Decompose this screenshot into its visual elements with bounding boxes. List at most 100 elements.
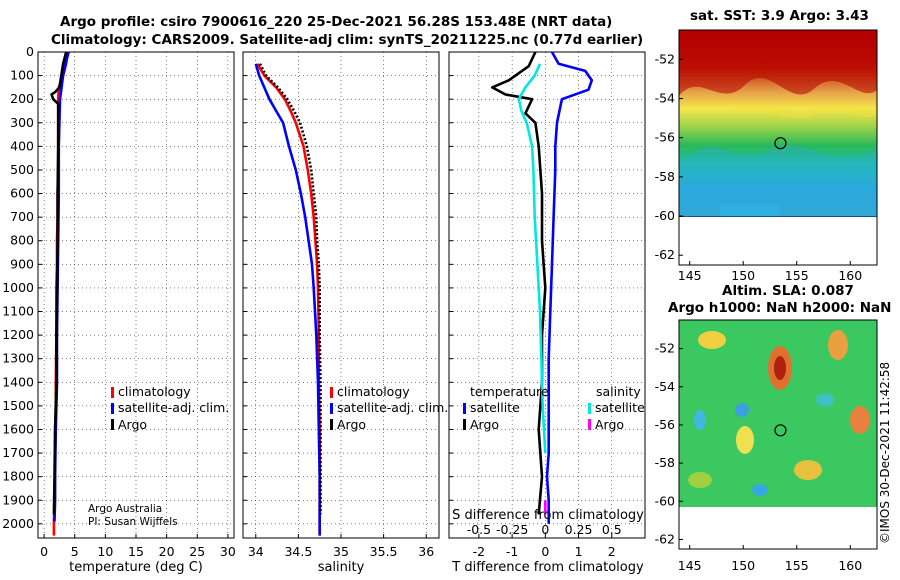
sla-eddy-low (735, 403, 749, 417)
argo-location-marker (774, 424, 787, 437)
x-tick-label: 20 (159, 544, 175, 559)
sst-warm-tongue (679, 30, 877, 96)
difference-xlabel: T difference from climatology (451, 560, 644, 575)
map-y-tick-label: -54 (655, 379, 675, 394)
main-title-line1: Argo profile: csiro 7900616_220 25-Dec-2… (60, 14, 613, 30)
depth-tick-label: 1800 (2, 469, 34, 484)
map-y-tick-label: -62 (655, 531, 675, 546)
sla-feature (698, 331, 726, 349)
salinity-series: 34 34.5 35 35.5 36 (243, 51, 439, 559)
top-x-tick-label: -0.5 (467, 522, 491, 537)
map-x-tick-label: 160 (838, 558, 862, 573)
temperature-legend: climatology satellite-adj. clim. Argo (111, 384, 229, 432)
depth-tick-label: 400 (10, 138, 34, 153)
legend-swatch-satellite (111, 403, 114, 414)
map-x-tick-label: 150 (731, 558, 755, 573)
top-x-tick-label: 0.5 (602, 522, 622, 537)
depth-tick-label: 0 (26, 44, 34, 59)
map-y-tick-label: -54 (655, 91, 675, 106)
temperature-series: 0 5 10 15 20 25 30 (38, 51, 236, 559)
sla-feature (850, 406, 870, 434)
x-tick-label: 0 (541, 544, 549, 559)
legend-argo: Argo (337, 417, 366, 432)
sla-axes-box (678, 319, 878, 550)
legend-temperature-title: temperature (470, 384, 549, 399)
x-tick-label: -2 (473, 544, 485, 559)
x-tick-label: 10 (97, 544, 113, 559)
salinity-legend: climatology satellite-adj. clim. Argo (330, 384, 448, 432)
map-x-tick-label: 145 (678, 268, 702, 283)
map-y-tick-label: -60 (655, 493, 675, 508)
depth-tick-label: 800 (10, 233, 34, 248)
series-line-argo (258, 63, 322, 515)
legend-satellite: satellite-adj. clim. (118, 400, 229, 415)
depth-tick-label: 1300 (2, 351, 34, 366)
argo-location-marker (774, 137, 787, 150)
sla-map-nodata (679, 507, 877, 549)
sla-eddy-core (774, 356, 786, 380)
credit-line2: PI: Susan Wijffels (88, 516, 178, 528)
map-y-tick-label: -56 (655, 130, 675, 145)
depth-axis-labels: 0 100 200 300 400 500 600 700 800 900 1000 1100 1200… (2, 44, 34, 531)
legend-climatology: climatology (337, 384, 410, 399)
x-tick-label: -1 (506, 544, 518, 559)
x-tick-label: 35 (333, 544, 349, 559)
top-x-tick-label: 0.25 (565, 522, 593, 537)
sla-eddy-low (816, 393, 834, 407)
legend-salinity-title: salinity (596, 384, 641, 399)
map-y-tick-label: -58 (655, 455, 675, 470)
legend-temp-argo: Argo (470, 417, 499, 432)
map-x-tick-label: 150 (731, 268, 755, 283)
map-y-tick-label: -58 (655, 169, 675, 184)
legend-sal-satellite: satellite (595, 400, 645, 415)
depth-tick-label: 700 (10, 209, 34, 224)
depth-tick-label: 1900 (2, 492, 34, 507)
difference-series: -2 -1 0 1 2 -0.5 -0.25 0 0.25 0.5 (449, 51, 645, 559)
sla-map-ticks: 145 150 155 160 -52 -54 -56 -58 -60 -62 (655, 341, 863, 573)
depth-tick-label: 900 (10, 256, 34, 271)
series-line-argo (50, 51, 68, 515)
depth-tick-label: 1700 (2, 445, 34, 460)
legend-swatch-argo (111, 419, 114, 430)
sla-feature (794, 460, 822, 480)
map-x-tick-label: 155 (785, 558, 809, 573)
x-tick-label: 15 (128, 544, 144, 559)
legend-swatch-climatology (111, 387, 114, 398)
legend-temp-satellite: satellite (470, 400, 520, 415)
legend-swatch-temp-argo (463, 419, 466, 430)
x-tick-label: 0 (40, 544, 48, 559)
legend-satellite: satellite-adj. clim. (337, 400, 448, 415)
depth-tick-label: 1600 (2, 421, 34, 436)
series-line-climatology (256, 63, 322, 536)
x-tick-label: 1 (575, 544, 583, 559)
x-tick-label: 35.5 (370, 544, 398, 559)
x-tick-label: 30 (220, 544, 236, 559)
map-y-tick-label: -62 (655, 247, 675, 262)
x-tick-label: 2 (608, 544, 616, 559)
depth-tick-label: 100 (10, 68, 34, 83)
legend-swatch-sal-argo (588, 419, 591, 430)
depth-tick-label: 1000 (2, 280, 34, 295)
map-x-tick-label: 145 (678, 558, 702, 573)
series-line-salinity-satellite (517, 63, 547, 454)
sla-feature (828, 330, 848, 360)
credit-line1: Argo Australia (88, 503, 162, 515)
sst-map-nodata (679, 217, 877, 265)
sla-map-title-line2: Argo h1000: NaN h2000: NaN (668, 300, 892, 316)
map-y-tick-label: -56 (655, 417, 675, 432)
x-tick-label: 5 (71, 544, 79, 559)
legend-swatch-climatology (330, 387, 333, 398)
x-tick-label: 34.5 (284, 544, 312, 559)
depth-tick-label: 500 (10, 162, 34, 177)
sst-map: 145 150 155 160 -52 -54 -56 -58 -60 -62 (655, 29, 878, 283)
legend-climatology: climatology (118, 384, 191, 399)
legend-sal-argo: Argo (595, 417, 624, 432)
depth-tick-label: 1100 (2, 304, 34, 319)
legend-swatch-argo (330, 419, 333, 430)
series-line-satellite-adj-clim- (254, 63, 322, 536)
depth-tick-label: 300 (10, 115, 34, 130)
depth-tick-label: 1400 (2, 374, 34, 389)
legend-swatch-temp-satellite (463, 403, 466, 414)
